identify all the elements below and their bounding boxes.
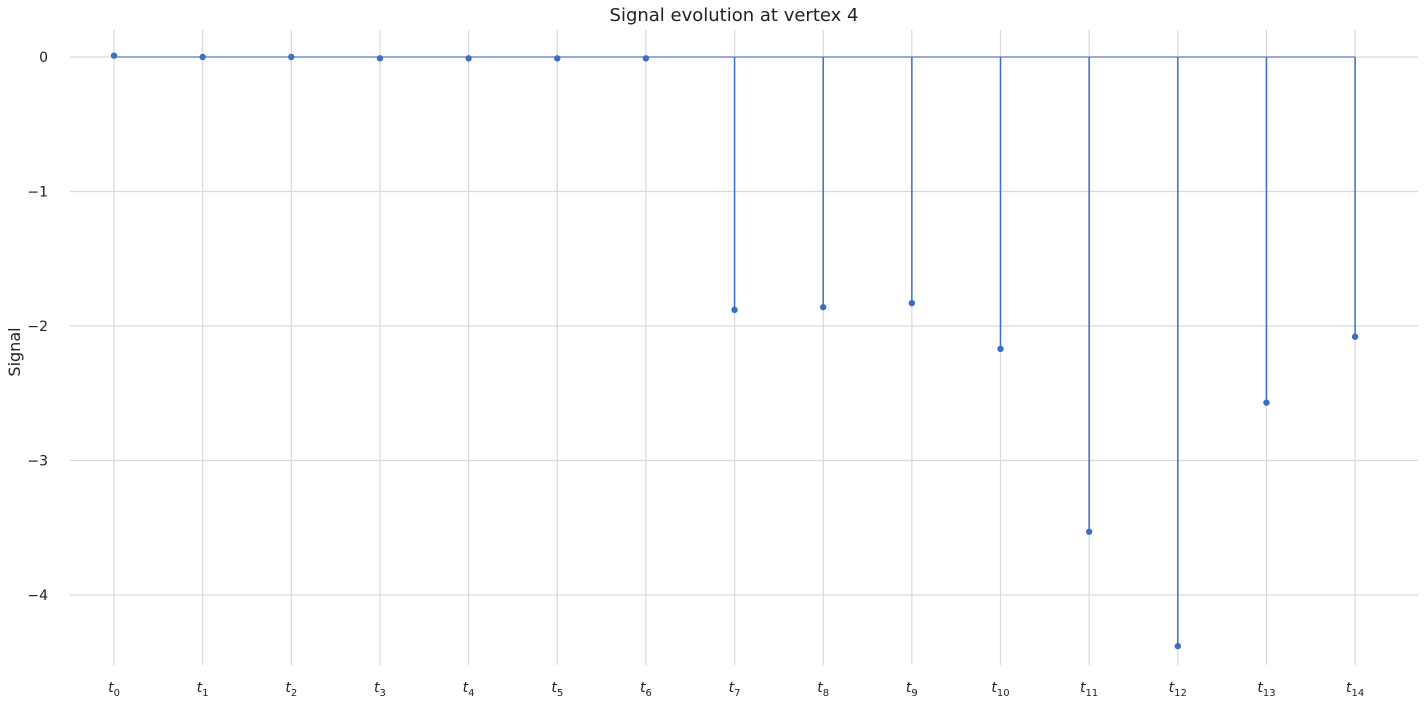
stem-marker [997, 345, 1004, 353]
x-tick-label: t7 [729, 680, 741, 699]
y-tick-label: −1 [27, 185, 48, 201]
stems [110, 52, 1359, 650]
stem-marker [376, 55, 384, 62]
stem-marker [1085, 528, 1093, 535]
x-tick-label: t0 [108, 680, 120, 699]
x-tick-label: t1 [197, 680, 209, 699]
stem-marker [1351, 333, 1359, 340]
stem-marker [554, 55, 561, 62]
y-axis-ticks: 0 −1 −2 −3 −4 [27, 50, 48, 604]
x-axis-ticks: t0 t1 t2 t3 t4 t5 t6 t7 t8 t9 t10 t11 t12 t13 t14 [108, 680, 1364, 699]
x-tick-label: t14 [1346, 680, 1364, 699]
grid [70, 30, 1418, 665]
x-tick-label: t9 [906, 680, 918, 699]
x-tick-label: t5 [551, 680, 563, 699]
x-tick-label: t6 [640, 680, 652, 699]
x-tick-label: t12 [1169, 680, 1187, 699]
y-axis-label: Signal [5, 327, 24, 376]
stem-marker [908, 299, 916, 307]
stem-marker [465, 55, 472, 62]
x-tick-label: t2 [285, 680, 297, 699]
x-tick-label: t13 [1257, 680, 1275, 699]
y-tick-label: 0 [39, 50, 48, 66]
stem-marker [1263, 399, 1270, 406]
stem-marker [731, 306, 738, 314]
y-tick-label: −2 [27, 319, 48, 335]
stem-marker [288, 53, 295, 61]
stem-marker [110, 52, 118, 59]
x-tick-label: t4 [463, 680, 475, 699]
stem-marker [642, 55, 650, 62]
y-tick-label: −3 [27, 454, 48, 470]
x-tick-label: t3 [374, 680, 386, 699]
x-tick-label: t10 [991, 680, 1009, 699]
x-tick-label: t8 [817, 680, 829, 699]
stem-marker [199, 53, 206, 61]
stem-marker [820, 303, 827, 311]
x-tick-label: t11 [1080, 680, 1098, 699]
y-tick-label: −4 [27, 588, 48, 604]
stem-marker [1174, 642, 1182, 650]
chart-title: Signal evolution at vertex 4 [610, 5, 859, 26]
